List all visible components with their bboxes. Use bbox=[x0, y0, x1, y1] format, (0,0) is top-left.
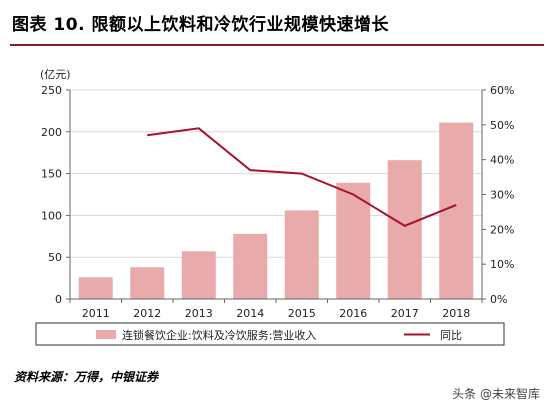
left-axis-unit-label: (亿元) bbox=[40, 68, 71, 81]
x-tick-label: 2015 bbox=[288, 307, 316, 320]
x-axis-ticks: 2011 2012 2013 2014 2015 2016 2017 2018 bbox=[69, 299, 483, 320]
legend-line-label: 同比 bbox=[440, 329, 462, 342]
left-axis-ticks: 0 50 100 150 200 250 bbox=[41, 84, 70, 306]
left-tick-label: 200 bbox=[41, 126, 62, 139]
watermark: 头条 @未来智库 bbox=[452, 387, 540, 401]
right-tick-label: 20% bbox=[490, 223, 514, 236]
left-tick-label: 50 bbox=[48, 251, 62, 264]
legend-bar-label: 连锁餐饮企业:饮料及冷饮服务:营业收入 bbox=[122, 328, 316, 342]
right-tick-label: 40% bbox=[490, 154, 514, 167]
legend: 连锁餐饮企业:饮料及冷饮服务:营业收入 同比 bbox=[35, 322, 505, 346]
source-note: 资料来源：万得，中银证券 bbox=[14, 370, 159, 384]
x-tick-label: 2011 bbox=[82, 307, 110, 320]
x-tick-label: 2013 bbox=[185, 307, 213, 320]
chart-title: 图表 10. 限额以上饮料和冷饮行业规模快速增长 bbox=[12, 15, 389, 35]
x-tick-label: 2012 bbox=[133, 307, 161, 320]
right-tick-label: 50% bbox=[490, 119, 514, 132]
left-tick-label: 100 bbox=[41, 209, 62, 222]
bar-2014 bbox=[233, 233, 268, 299]
title-divider bbox=[10, 44, 544, 46]
right-tick-label: 10% bbox=[490, 258, 514, 271]
bar-2012 bbox=[130, 267, 165, 299]
bar-2015 bbox=[284, 210, 319, 299]
bars bbox=[78, 122, 474, 299]
x-tick-label: 2018 bbox=[442, 307, 470, 320]
left-tick-label: 250 bbox=[41, 84, 62, 97]
yoy-line-series bbox=[147, 127, 457, 227]
legend-box bbox=[35, 322, 505, 346]
x-tick-label: 2017 bbox=[391, 307, 419, 320]
yoy-line bbox=[147, 127, 457, 227]
bar-line-chart: 0 50 100 150 200 250 0% 10% 20% 30% 40% 50% 60% 201… bbox=[35, 68, 514, 346]
bar-2011 bbox=[78, 277, 113, 299]
bar-2016 bbox=[336, 182, 371, 299]
left-tick-label: 0 bbox=[55, 293, 62, 306]
right-tick-label: 30% bbox=[490, 189, 514, 202]
legend-bar-swatch bbox=[96, 330, 116, 339]
x-tick-label: 2014 bbox=[236, 307, 264, 320]
x-tick-label: 2016 bbox=[339, 307, 367, 320]
bar-2013 bbox=[181, 251, 216, 299]
bar-2017 bbox=[387, 160, 422, 299]
left-tick-label: 150 bbox=[41, 168, 62, 181]
bar-2018 bbox=[439, 122, 474, 299]
right-tick-label: 0% bbox=[490, 293, 507, 306]
right-tick-label: 60% bbox=[490, 84, 514, 97]
right-axis-ticks: 0% 10% 20% 30% 40% 50% 60% bbox=[482, 84, 514, 306]
